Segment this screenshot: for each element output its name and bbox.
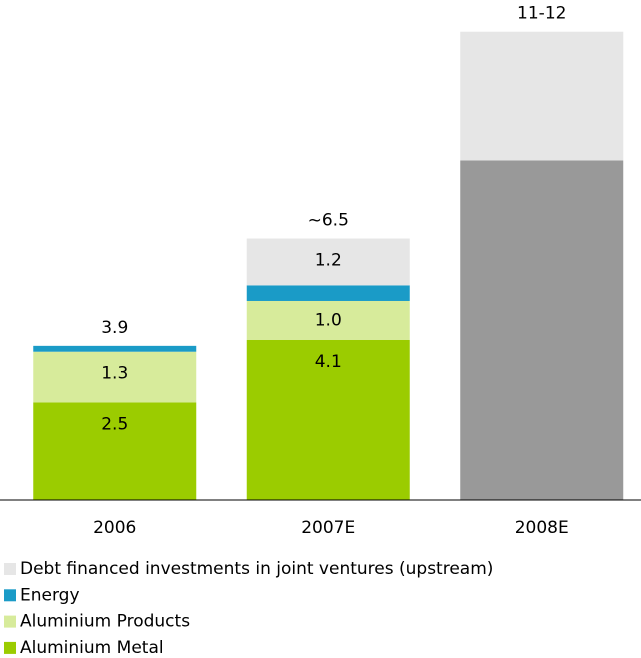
total-label: ~6.5 [308, 211, 349, 231]
legend-swatch [4, 589, 16, 602]
legend-swatch [4, 563, 16, 575]
bar-segment [246, 300, 410, 340]
value-label: 4.1 [315, 352, 342, 372]
value-label: 2.5 [101, 414, 128, 434]
x-tick-label: 2006 [93, 518, 136, 538]
bar-segment [33, 351, 197, 403]
bar-segment [246, 238, 410, 286]
bar-segment [460, 160, 624, 501]
legend-label: Energy [20, 585, 80, 605]
bar-segment [33, 402, 197, 500]
bar-segment [460, 31, 624, 161]
x-tick-label: 2008E [515, 518, 569, 538]
total-label: 3.9 [101, 318, 128, 338]
bar-segment [33, 345, 197, 352]
value-label: 1.0 [315, 310, 342, 330]
legend-label: Aluminium Products [20, 612, 190, 632]
value-label: 1.2 [315, 251, 342, 271]
legend-swatch [4, 615, 16, 628]
legend-label: Debt financed investments in joint ventu… [20, 559, 493, 579]
total-label: 11-12 [517, 4, 566, 24]
bar-segment [246, 285, 410, 301]
legend-label: Aluminium Metal [20, 638, 164, 658]
legend-swatch [4, 641, 16, 654]
value-label: 1.3 [101, 364, 128, 384]
bar-segment [246, 340, 410, 500]
x-tick-label: 2007E [301, 518, 355, 538]
